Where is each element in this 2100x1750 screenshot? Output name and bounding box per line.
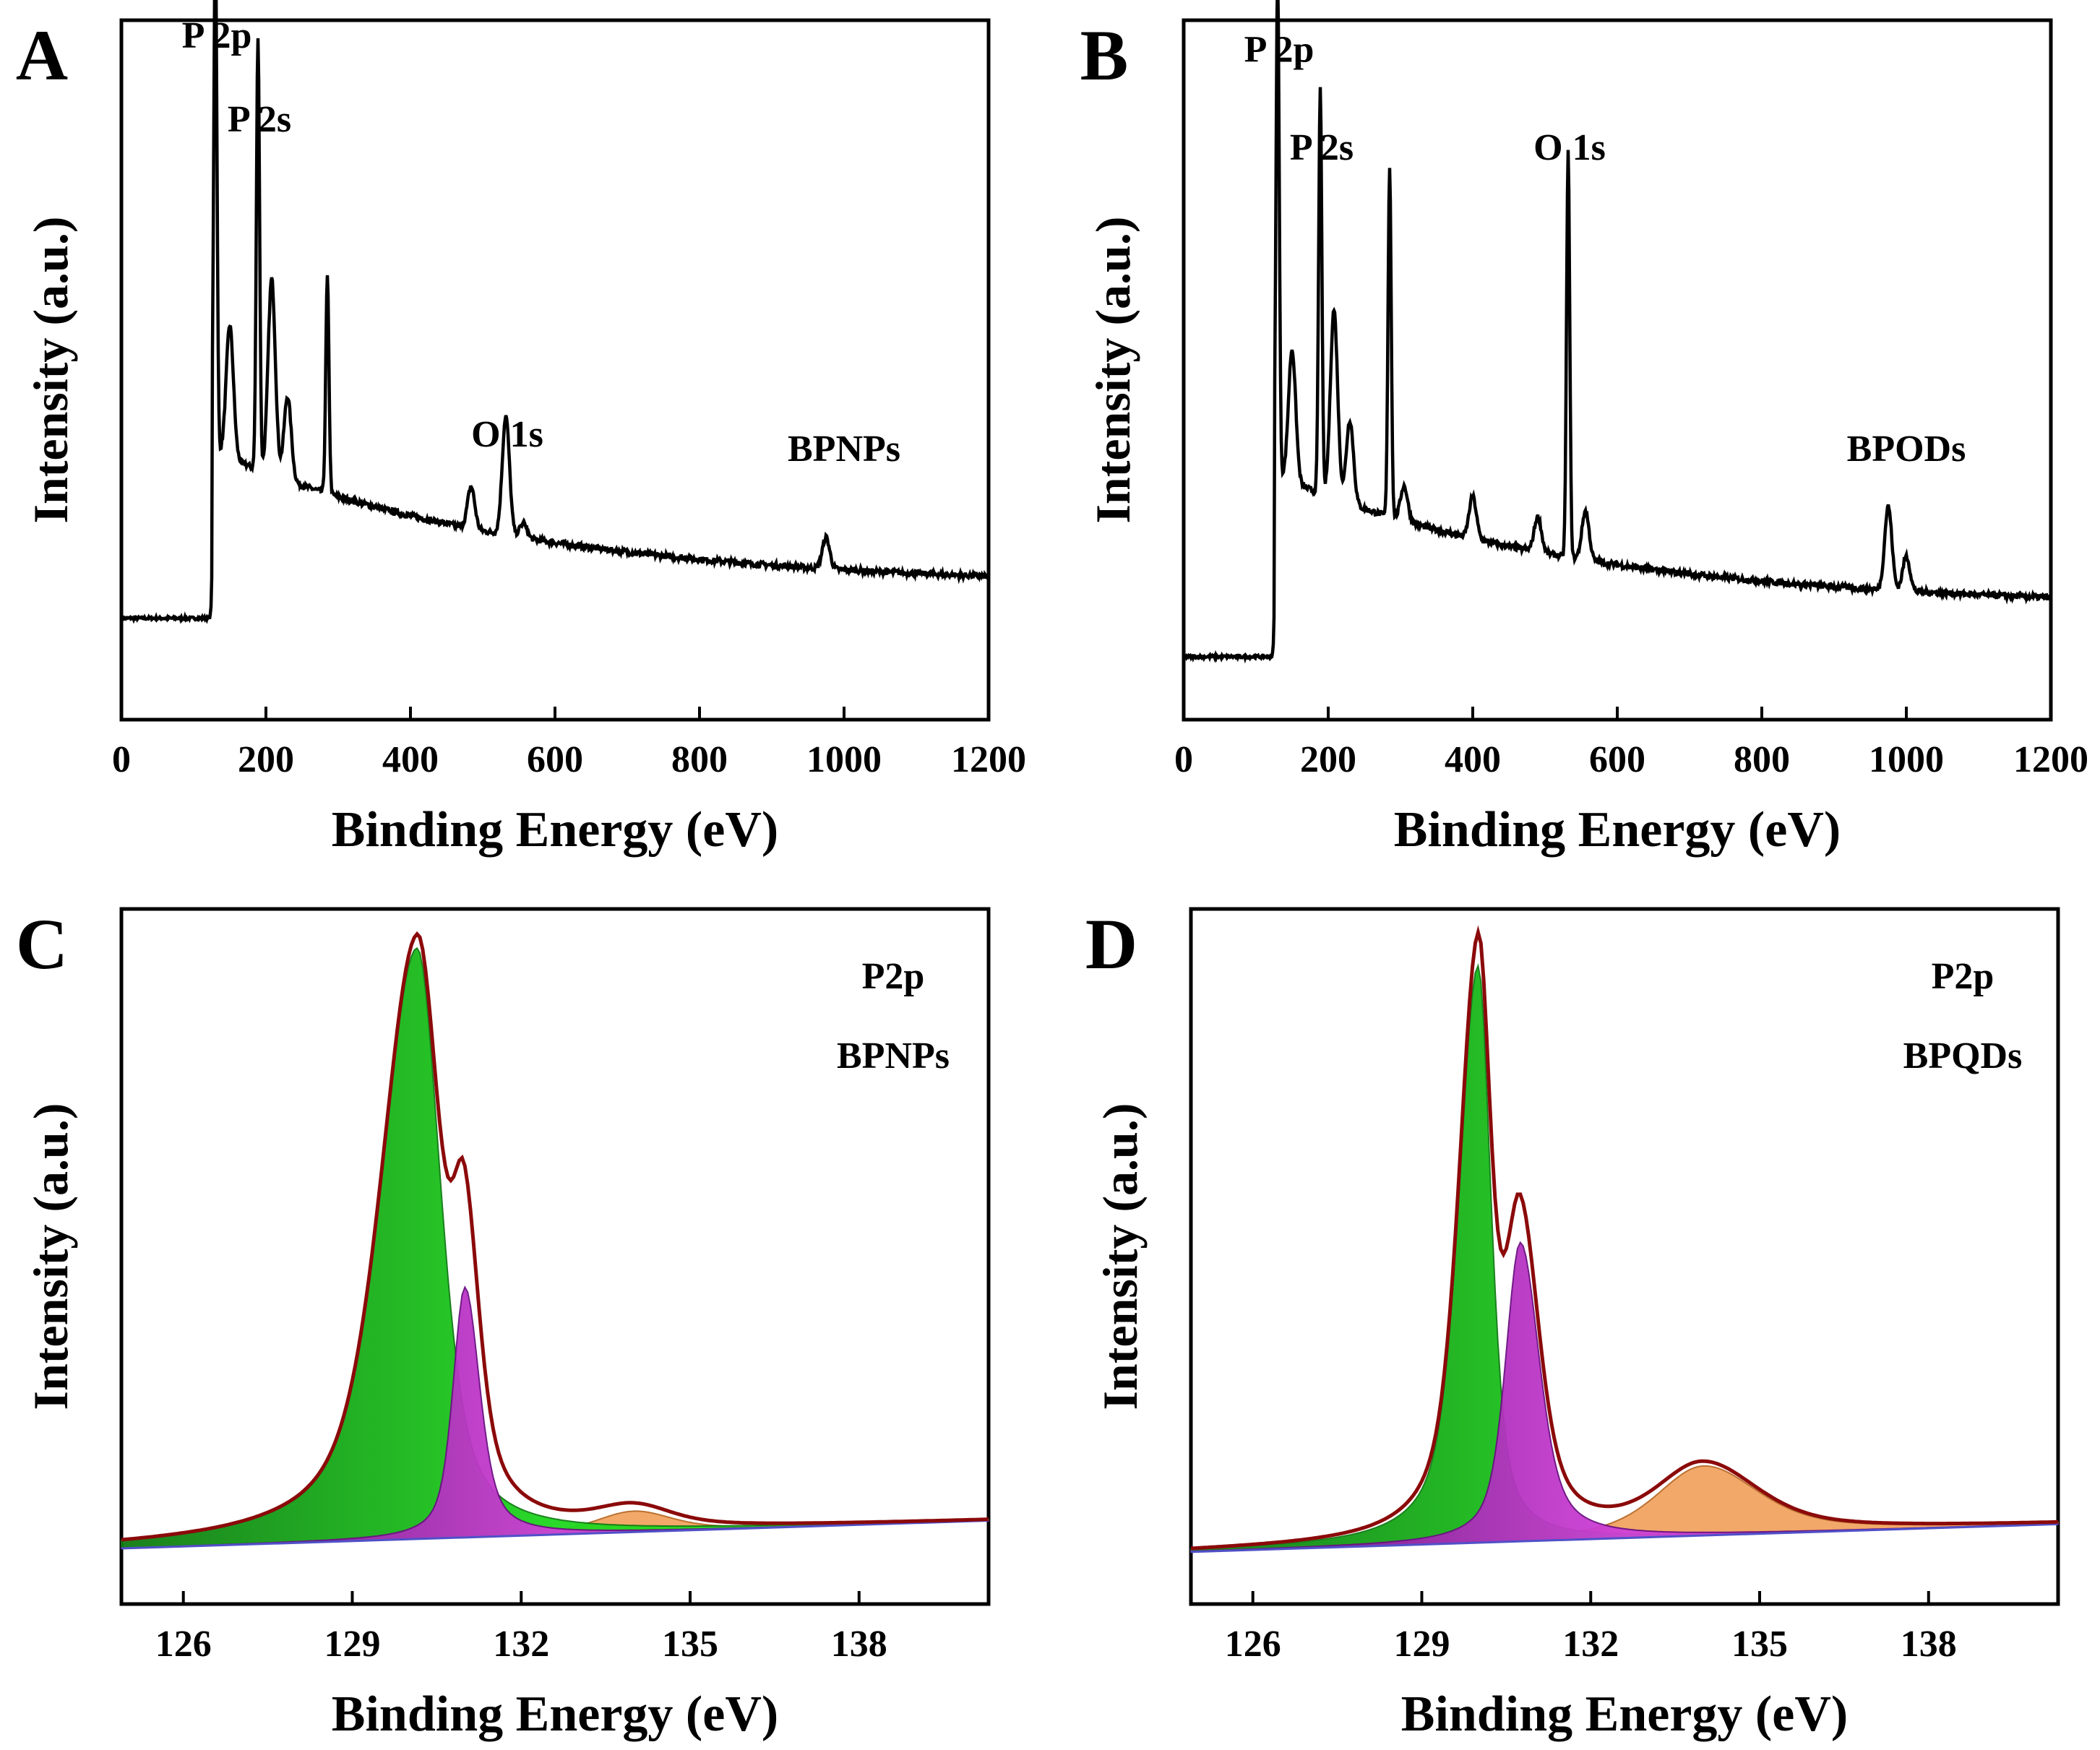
x-tick-label: 400 xyxy=(1445,739,1501,780)
x-axis-label: Binding Energy (eV) xyxy=(1401,1686,1848,1742)
peak-label: O 1s xyxy=(471,414,543,455)
y-axis-label: Intensity (a.u.) xyxy=(1093,1103,1148,1410)
peak-label: P 2s xyxy=(1290,127,1354,168)
x-tick-label: 138 xyxy=(1901,1624,1957,1665)
panel-a: A Intensity (a.u.) Binding Energy (eV) 0 200… xyxy=(16,0,1026,858)
x-tick-label: 1200 xyxy=(2013,739,2088,780)
x-tick-label: 1000 xyxy=(806,739,882,780)
x-tick-label: 200 xyxy=(238,739,294,780)
plot-frame xyxy=(1189,907,2060,1606)
peak-label: P 2p xyxy=(1244,29,1314,70)
peak-label: P 2s xyxy=(228,99,291,140)
annotation-orbital: P2p xyxy=(1932,956,1994,997)
panel-letter: A xyxy=(16,15,68,95)
y-axis-label: Intensity (a.u.) xyxy=(23,216,78,523)
annotation-orbital: P2p xyxy=(862,956,925,997)
x-tick-label: 800 xyxy=(671,739,728,780)
x-tick-label: 600 xyxy=(1589,739,1645,780)
panel-letter: C xyxy=(16,904,68,984)
plot-frame xyxy=(119,907,991,1606)
x-tick-label: 400 xyxy=(382,739,439,780)
panel-letter: B xyxy=(1080,15,1129,95)
x-tick-label: 132 xyxy=(493,1624,549,1665)
annotation-sample: BPQDs xyxy=(1903,1035,2023,1077)
x-tick-label: 129 xyxy=(324,1624,380,1665)
peak-label: P 2p xyxy=(182,15,252,56)
x-tick-label: 0 xyxy=(112,739,131,780)
x-tick-label: 200 xyxy=(1300,739,1356,780)
y-axis-label: Intensity (a.u.) xyxy=(23,1103,78,1410)
spectrum-line xyxy=(1182,0,2053,664)
background-line xyxy=(1190,1522,2059,1553)
sample-label: BPODs xyxy=(1847,428,1966,470)
envelope-line xyxy=(121,931,989,1542)
x-tick-label: 1000 xyxy=(1869,739,1944,780)
y-axis-label: Intensity (a.u.) xyxy=(1085,216,1140,523)
x-tick-label: 600 xyxy=(527,739,583,780)
annotation-sample: BPNPs xyxy=(837,1035,950,1077)
spectrum-line xyxy=(119,0,991,624)
x-axis-label: Binding Energy (eV) xyxy=(332,1686,778,1742)
panel-letter: D xyxy=(1085,904,1137,984)
x-tick-label: 1200 xyxy=(951,739,1026,780)
x-tick-label: 132 xyxy=(1562,1624,1619,1665)
peak-label: O 1s xyxy=(1533,127,1606,168)
x-axis-label: Binding Energy (eV) xyxy=(332,802,778,858)
x-tick-label: 129 xyxy=(1393,1624,1450,1665)
envelope-line xyxy=(1190,925,2059,1551)
x-tick-label: 126 xyxy=(155,1624,212,1665)
sample-label: BPNPs xyxy=(788,428,900,470)
panel-b: B Intensity (a.u.) Binding Energy (eV) 0 200… xyxy=(1080,0,2088,858)
panel-d: D Intensity (a.u.) Binding Energy (eV) 126 1… xyxy=(1085,904,2060,1742)
x-tick-label: 126 xyxy=(1225,1624,1281,1665)
x-tick-label: 0 xyxy=(1174,739,1193,780)
plot-frame xyxy=(1182,18,2053,722)
panel-c: C Intensity (a.u.) Binding Energy (eV) 126 1… xyxy=(16,904,991,1742)
x-tick-label: 135 xyxy=(662,1624,718,1665)
x-tick-label: 800 xyxy=(1734,739,1790,780)
x-tick-label: 135 xyxy=(1731,1624,1788,1665)
background-line xyxy=(121,1520,989,1550)
x-axis-label: Binding Energy (eV) xyxy=(1394,802,1841,858)
x-tick-label: 138 xyxy=(831,1624,887,1665)
